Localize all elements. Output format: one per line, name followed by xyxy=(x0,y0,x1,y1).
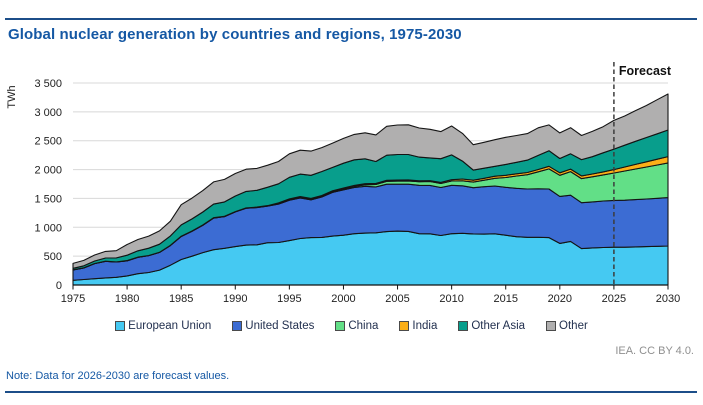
legend-swatch-european-union xyxy=(115,321,126,331)
legend-label: India xyxy=(412,320,438,332)
legend-swatch-other-asia xyxy=(458,321,469,331)
legend-item-european-union[interactable]: European Union xyxy=(115,320,211,332)
x-tick-label: 2030 xyxy=(656,293,680,305)
legend-item-other[interactable]: Other xyxy=(546,320,588,332)
legend-item-china[interactable]: China xyxy=(335,320,378,332)
area-other xyxy=(72,93,669,269)
x-tick-label: 2000 xyxy=(331,293,355,305)
y-tick-label: 3 500 xyxy=(34,78,62,90)
bottom-divider xyxy=(5,391,697,393)
chart-title: Global nuclear generation by countries a… xyxy=(8,26,462,43)
legend-item-united-states[interactable]: United States xyxy=(232,320,314,332)
x-tick-label: 2015 xyxy=(493,293,517,305)
y-tick-label: 2 000 xyxy=(34,165,62,177)
legend-swatch-other xyxy=(546,321,557,331)
forecast-label: Forecast xyxy=(619,64,672,78)
legend-label: United States xyxy=(245,320,315,332)
chart-legend: European Union United States China India Oth… xyxy=(0,320,703,332)
y-tick-label: 2 500 xyxy=(34,136,62,148)
legend-label: European Union xyxy=(128,320,212,332)
x-tick-label: 1995 xyxy=(277,293,301,305)
x-tick-label: 2005 xyxy=(385,293,409,305)
y-tick-label: 1 500 xyxy=(34,193,62,205)
y-tick-label: 3 000 xyxy=(34,107,62,119)
legend-swatch-india xyxy=(399,321,410,331)
y-axis: 0 500 1 000 1 500 2 000 2 500 3 000 3 500 TWh xyxy=(6,78,62,292)
legend-label: Other xyxy=(559,320,588,332)
x-tick-label: 1985 xyxy=(169,293,193,305)
y-axis-title: TWh xyxy=(6,85,18,108)
license-credit: IEA. CC BY 4.0. xyxy=(615,345,694,357)
x-axis: 1975 1980 1985 1990 1995 2000 2005 2010 2015 2020… xyxy=(61,284,680,305)
x-tick-label: 2010 xyxy=(439,293,463,305)
x-tick-label: 2025 xyxy=(602,293,626,305)
legend-label: Other Asia xyxy=(471,320,526,332)
x-tick-label: 1980 xyxy=(115,293,139,305)
legend-item-other-asia[interactable]: Other Asia xyxy=(458,320,525,332)
legend-item-india[interactable]: India xyxy=(399,320,437,332)
x-tick-label: 1990 xyxy=(223,293,247,305)
area-series-group xyxy=(72,93,669,286)
y-tick-label: 0 xyxy=(56,280,62,292)
y-tick-label: 1 000 xyxy=(34,222,62,234)
top-divider xyxy=(5,18,697,20)
footnote: Note: Data for 2026-2030 are forecast va… xyxy=(6,370,230,382)
legend-swatch-china xyxy=(335,321,346,331)
legend-swatch-united-states xyxy=(232,321,243,331)
x-tick-label: 1975 xyxy=(61,293,85,305)
y-tick-label: 500 xyxy=(44,251,62,263)
x-tick-label: 2020 xyxy=(548,293,572,305)
legend-label: China xyxy=(348,320,379,332)
